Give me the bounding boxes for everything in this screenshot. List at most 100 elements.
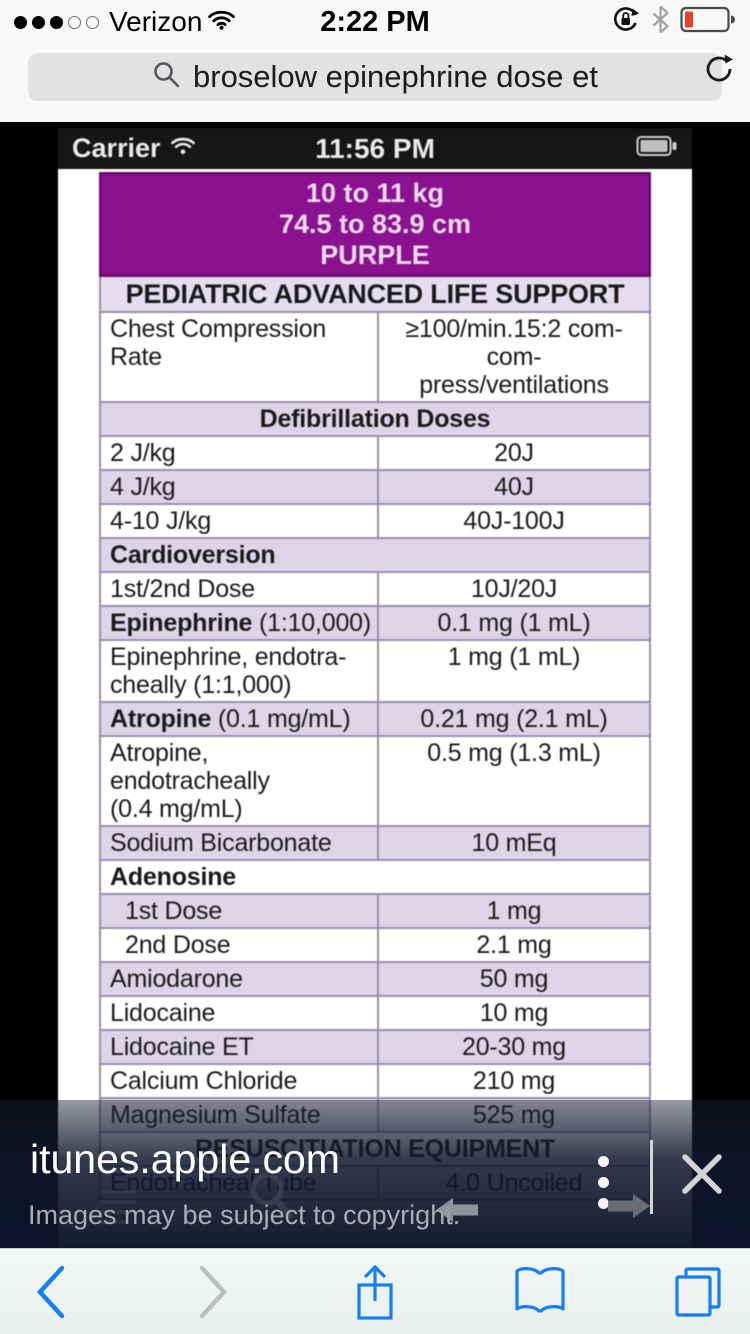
row-label: Epinephrine, endotra- cheally (1:1,000)	[101, 641, 379, 701]
status-bar: Verizon 2:22 PM	[0, 0, 750, 44]
table-row: Lidocaine ET 20-30 mg	[101, 1031, 649, 1065]
row-value: 1 mg	[486, 897, 542, 925]
menu-list-icon[interactable]	[98, 1188, 138, 1231]
arrow-left-icon[interactable]	[436, 1196, 478, 1229]
copyright-text: Images may be subject to copyright.	[28, 1200, 461, 1230]
table-row: 1st/2nd Dose 10J/20J	[101, 573, 649, 607]
clock: 2:22 PM	[320, 5, 430, 38]
row-label: Atropine (0.1 mg/mL)	[101, 703, 379, 735]
inner-clock: 11:56 PM	[315, 132, 435, 164]
url-bar-area: broselow epinephrine dose et	[0, 44, 750, 122]
dose-table-body: Chest Compression Rate ≥100/min.15:2 com-…	[101, 313, 649, 1199]
share-icon[interactable]	[352, 1263, 398, 1328]
source-site-link[interactable]: itunes.apple.com	[30, 1136, 340, 1182]
table-row: 4 J/kg 40J	[101, 471, 649, 505]
status-bar-left: Verizon	[14, 6, 236, 38]
row-value: 50 mg	[479, 965, 549, 993]
row-value: ≥100/min.15:2 com- com- press/ventilatio…	[405, 315, 623, 399]
row-label: Chest Compression Rate	[101, 313, 379, 401]
row-label: 1st/2nd Dose	[101, 573, 379, 605]
table-row: Epinephrine, endotra- cheally (1:1,000) 1…	[101, 641, 649, 703]
row-value: 1 mg (1 mL)	[447, 643, 581, 671]
table-row: Atropine (0.1 mg/mL) 0.21 mg (2.1 mL)	[101, 703, 649, 737]
table-row: 4-10 J/kg 40J-100J	[101, 505, 649, 539]
row-label: 1st Dose	[101, 895, 379, 927]
row-value: 10 mg	[479, 999, 549, 1027]
screenshot-image[interactable]: Carrier 11:56 PM	[58, 128, 692, 1248]
broselow-card: 10 to 11 kg 74.5 to 83.9 cm PURPLE PEDIA…	[99, 172, 651, 1201]
section-label: Adenosine	[110, 863, 236, 891]
table-row: 2 J/kg 20J	[101, 437, 649, 471]
table-row: 1st Dose 1 mg	[101, 895, 649, 929]
row-label: Amiodarone	[101, 963, 379, 995]
row-value: 20-30 mg	[461, 1033, 566, 1061]
search-query-text: broselow epinephrine dose et	[193, 59, 598, 94]
row-value: 20J	[494, 439, 534, 467]
arrow-right-icon[interactable]	[608, 1192, 650, 1225]
signal-strength-icon	[14, 15, 99, 29]
dose-table: PEDIATRIC ADVANCED LIFE SUPPORT Chest Co…	[99, 277, 651, 1201]
row-label: 2 J/kg	[101, 437, 379, 469]
table-row: Amiodarone 50 mg	[101, 963, 649, 997]
three-dot-menu-icon[interactable]	[598, 1156, 610, 1209]
row-value: 0.1 mg (1 mL)	[437, 609, 591, 637]
color-zone-label: PURPLE	[320, 240, 430, 270]
safari-toolbar	[0, 1248, 750, 1334]
rotation-lock-icon	[610, 4, 641, 40]
card-header: 10 to 11 kg 74.5 to 83.9 cm PURPLE	[99, 172, 651, 277]
row-label: Epinephrine (1:10,000)	[101, 607, 379, 639]
table-title: PEDIATRIC ADVANCED LIFE SUPPORT	[101, 277, 649, 313]
wifi-icon	[208, 10, 236, 35]
table-section-row: Defibrillation Doses	[101, 403, 649, 437]
inner-status-bar: Carrier 11:56 PM	[58, 128, 692, 169]
row-value: 0.5 mg (1.3 mL)	[427, 739, 601, 767]
section-label: Defibrillation Doses	[259, 405, 491, 433]
tabs-icon[interactable]	[672, 1263, 724, 1324]
table-section-row: Adenosine	[101, 861, 649, 895]
image-info-overlay: itunes.apple.com Images may be subject t…	[0, 1100, 750, 1248]
close-icon[interactable]	[680, 1152, 724, 1196]
row-value: 210 mg	[472, 1067, 556, 1095]
table-row: Lidocaine 10 mg	[101, 997, 649, 1031]
row-value: 10 mEq	[471, 829, 557, 857]
search-icon	[152, 60, 181, 94]
back-icon[interactable]	[32, 1263, 68, 1326]
row-label: Calcium Chloride	[101, 1065, 379, 1097]
inner-carrier-label: Carrier	[72, 133, 161, 163]
row-label: 2nd Dose	[101, 929, 379, 961]
carrier-label: Verizon	[109, 6, 203, 37]
battery-low-icon	[680, 6, 736, 38]
table-row: Chest Compression Rate ≥100/min.15:2 com-…	[101, 313, 649, 403]
forward-icon[interactable]	[196, 1263, 232, 1326]
weight-range: 10 to 11 kg	[305, 178, 445, 208]
reload-icon[interactable]	[702, 52, 736, 86]
row-label: Atropine, endotracheally (0.4 mg/mL)	[101, 737, 379, 825]
bookmarks-icon[interactable]	[512, 1263, 568, 1324]
inner-battery-icon	[636, 135, 678, 162]
status-bar-right	[610, 4, 736, 40]
table-row: Atropine, endotracheally (0.4 mg/mL) 0.5 …	[101, 737, 649, 827]
row-label: Lidocaine ET	[101, 1031, 379, 1063]
bluetooth-icon	[651, 5, 670, 39]
row-label: Lidocaine	[101, 997, 379, 1029]
row-value: 2.1 mg	[476, 931, 552, 959]
inner-wifi-icon	[170, 137, 195, 160]
row-label: 4 J/kg	[101, 471, 379, 503]
row-value: 40J-100J	[463, 507, 565, 535]
table-row: 2nd Dose 2.1 mg	[101, 929, 649, 963]
search-input[interactable]: broselow epinephrine dose et	[28, 53, 722, 101]
height-range: 74.5 to 83.9 cm	[278, 209, 472, 239]
table-row: Calcium Chloride 210 mg	[101, 1065, 649, 1099]
overlay-divider	[650, 1140, 653, 1214]
search-ghost-icon[interactable]	[246, 1170, 294, 1227]
table-row: Sodium Bicarbonate 10 mEq	[101, 827, 649, 861]
row-label: Sodium Bicarbonate	[101, 827, 379, 859]
table-row: Epinephrine (1:10,000) 0.1 mg (1 mL)	[101, 607, 649, 641]
image-viewer: Carrier 11:56 PM	[0, 122, 750, 1248]
table-section-row: Cardioversion	[101, 539, 649, 573]
section-label: Cardioversion	[110, 541, 276, 569]
row-value: 40J	[494, 473, 534, 501]
row-value: 10J/20J	[470, 575, 558, 603]
row-label: 4-10 J/kg	[101, 505, 379, 537]
